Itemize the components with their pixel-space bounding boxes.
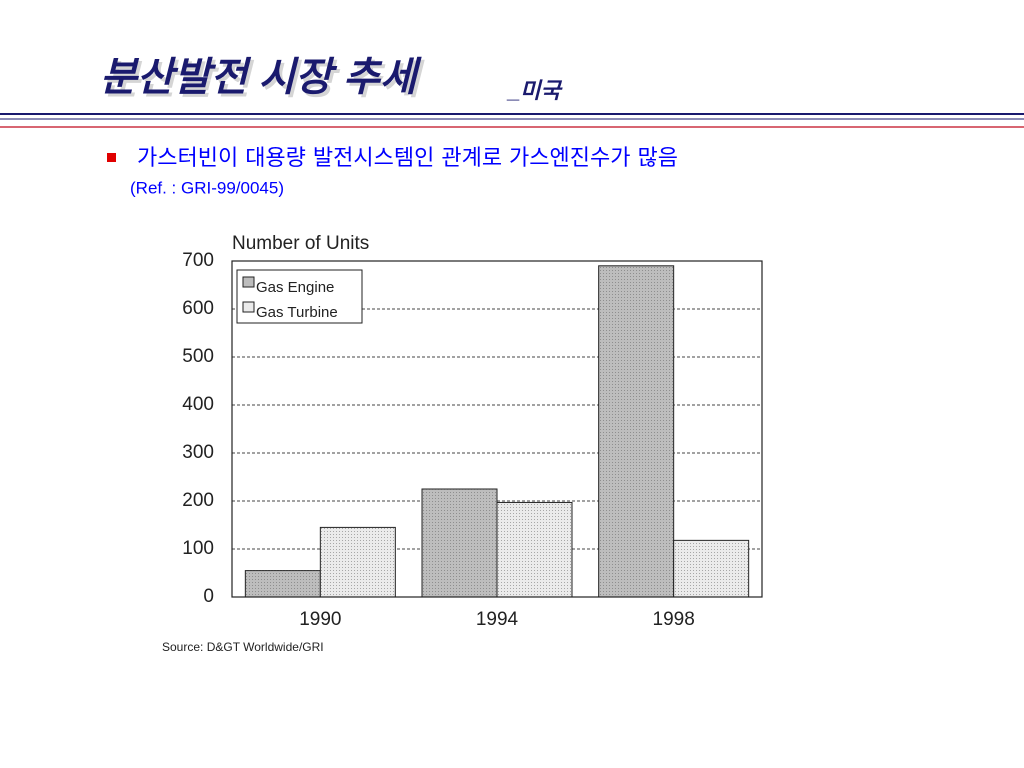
bar	[673, 539, 750, 598]
plot-frame	[231, 260, 763, 598]
x-tick-label: 1998	[653, 609, 695, 630]
bar	[244, 570, 321, 598]
bullet-marker	[107, 153, 116, 162]
x-tick-label: 1990	[299, 609, 341, 630]
y-tick-label: 100	[182, 538, 214, 559]
legend-box	[236, 269, 363, 324]
chart: Number of Units Source: D&GT Worldwide/G…	[162, 233, 763, 654]
bullet-text: 가스터빈이 대용량 발전시스템인 관계로 가스엔진수가 많음	[137, 146, 678, 171]
bar	[496, 501, 573, 598]
slide-title: 분산발전 시장 추세	[100, 56, 422, 100]
y-tick-label: 400	[182, 394, 214, 415]
source: Source: D&GT Worldwide/GRI	[162, 640, 324, 654]
bar	[598, 265, 675, 598]
slide-title-suffix: _미국	[506, 78, 563, 103]
legend-label: Gas Engine	[256, 279, 334, 296]
title-shadow: 분산발전 시장 추세	[103, 59, 425, 103]
x-tick-label: 1994	[476, 609, 519, 630]
legend-swatch	[242, 276, 255, 288]
y-tick-label: 300	[182, 442, 214, 463]
bar	[421, 488, 498, 598]
reference: (Ref. : GRI-99/0045)	[130, 178, 284, 197]
y-tick-label: 200	[182, 490, 214, 511]
y-tick-label: 700	[182, 250, 214, 271]
legend-swatch	[242, 301, 255, 313]
y-tick-label: 500	[182, 346, 214, 367]
y-tick-label: 600	[182, 298, 214, 319]
bar	[319, 526, 396, 598]
legend-label: Gas Turbine	[256, 304, 338, 321]
y-tick-label: 0	[203, 586, 214, 607]
y-axis-label: Number of Units	[232, 233, 369, 254]
